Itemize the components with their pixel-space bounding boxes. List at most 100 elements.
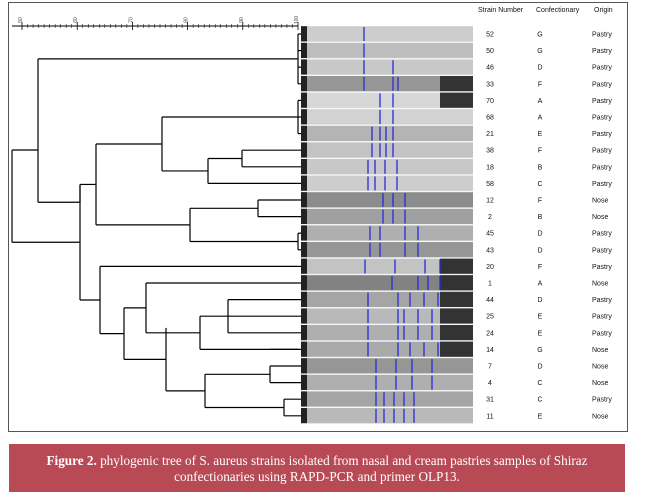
gel-lane [301,208,473,225]
header-strain-number: Strain Number [478,7,524,14]
row-confectionary: A [538,281,543,288]
gel-lane-dark-end [440,76,473,92]
row-confectionary: G [537,32,542,39]
row-origin: Nose [592,198,608,205]
gel-lane [301,42,473,59]
gel-lane-separator [301,91,473,92]
gel-lane-separator [301,74,473,76]
row-origin: Pastry [592,247,612,254]
gel-lane-edge [301,42,307,59]
scale-tick-label: 50 [18,17,24,23]
row-strain-number: 38 [486,148,494,155]
gel-lane [301,192,473,208]
row-origin: Nose [592,413,608,420]
row-origin: Pastry [592,297,612,304]
row-strain-number: 7 [488,364,492,371]
gel-lane-separator [301,423,473,424]
row-strain-number: 25 [486,314,494,321]
row-confectionary: B [538,214,543,221]
row-strain-number: 21 [486,131,494,138]
gel-lane-separator [301,290,473,292]
dendrogram-tree [11,33,301,417]
gel-lane [301,225,473,241]
row-origin: Pastry [592,164,612,171]
row-confectionary: D [537,231,542,238]
gel-lane [301,341,473,358]
row-strain-number: 1 [488,281,492,288]
gel-lane-edge [301,76,307,92]
gel-lane-edge [301,325,307,341]
row-confectionary: E [538,314,543,321]
gel-lane [301,358,473,374]
gel-lane-edge [301,308,307,324]
gel-lane-separator [301,224,473,225]
row-confectionary: G [537,48,542,55]
row-strain-number: 14 [486,347,494,354]
row-origin: Pastry [592,115,612,122]
gel-lane [301,258,473,275]
row-confectionary: E [538,413,543,420]
scale-tick-label: 100 [294,16,300,25]
row-origin: Nose [592,364,608,371]
figure-caption: Figure 2. phylogenic tree of S. aureus s… [9,444,625,492]
row-confectionary: C [537,397,542,404]
gel-lane-dark-end [440,325,473,341]
gel-lane-edge [301,192,307,208]
gel-lane-separator [301,190,473,192]
gel-lane-dark-end [440,275,473,291]
row-strain-number: 31 [486,397,494,404]
gel-lane-separator [301,390,473,391]
row-origin: Nose [592,281,608,288]
row-origin: Pastry [592,148,612,155]
similarity-scale: 50 60 70 80 90 100 [12,16,300,30]
row-strain-number: 18 [486,164,494,171]
gel-lane-dark-end [440,308,473,324]
gel-lane-edge [301,92,307,109]
row-confectionary: G [537,347,542,354]
row-origin: Pastry [592,330,612,337]
row-origin: Pastry [592,81,612,88]
row-confectionary: E [538,131,543,138]
gel-lane [301,76,473,92]
gel-lane-edge [301,258,307,275]
caption-text: phylogenic tree of S. aureus strains iso… [96,453,588,484]
gel-lane-edge [301,291,307,308]
gel-lane-separator [301,141,473,142]
row-confectionary: C [537,380,542,387]
row-strain-number: 43 [486,247,494,254]
gel-lane [301,391,473,407]
dendrogram-figure: 50 60 70 80 90 100 Strain Number Confectionary O… [11,7,613,424]
row-confectionary: F [538,148,542,155]
gel-lane-edge [301,408,307,424]
row-confectionary: F [538,81,542,88]
gel-lane-separator [301,157,473,159]
gel-lane-dark-end [440,291,473,308]
gel-lane-edge [301,208,307,225]
gel-lane [301,59,473,75]
gel-lane-separator [301,406,473,408]
gel-lane-dark-end [440,258,473,275]
row-confectionary: F [538,198,542,205]
row-strain-number: 70 [486,98,494,105]
row-strain-number: 58 [486,181,494,188]
gel-lane-separator [301,273,473,275]
gel-lane-edge [301,358,307,374]
row-strain-number: 46 [486,65,494,72]
row-origin: Pastry [592,181,612,188]
row-strain-number: 24 [486,330,494,337]
gel-lane [301,275,473,291]
row-confectionary: A [538,115,543,122]
row-confectionary: D [537,364,542,371]
gel-lane [301,175,473,192]
row-strain-number: 44 [486,297,494,304]
gel-lane [301,308,473,324]
row-origin: Pastry [592,314,612,321]
gel-lane [301,142,473,158]
gel-lane-edge [301,159,307,175]
gel-lane-edge [301,125,307,142]
gel-lane [301,374,473,391]
row-confectionary: B [538,164,543,171]
row-confectionary: D [537,65,542,72]
gel-lane-separator [301,323,473,325]
gel-lane-separator [301,207,473,209]
